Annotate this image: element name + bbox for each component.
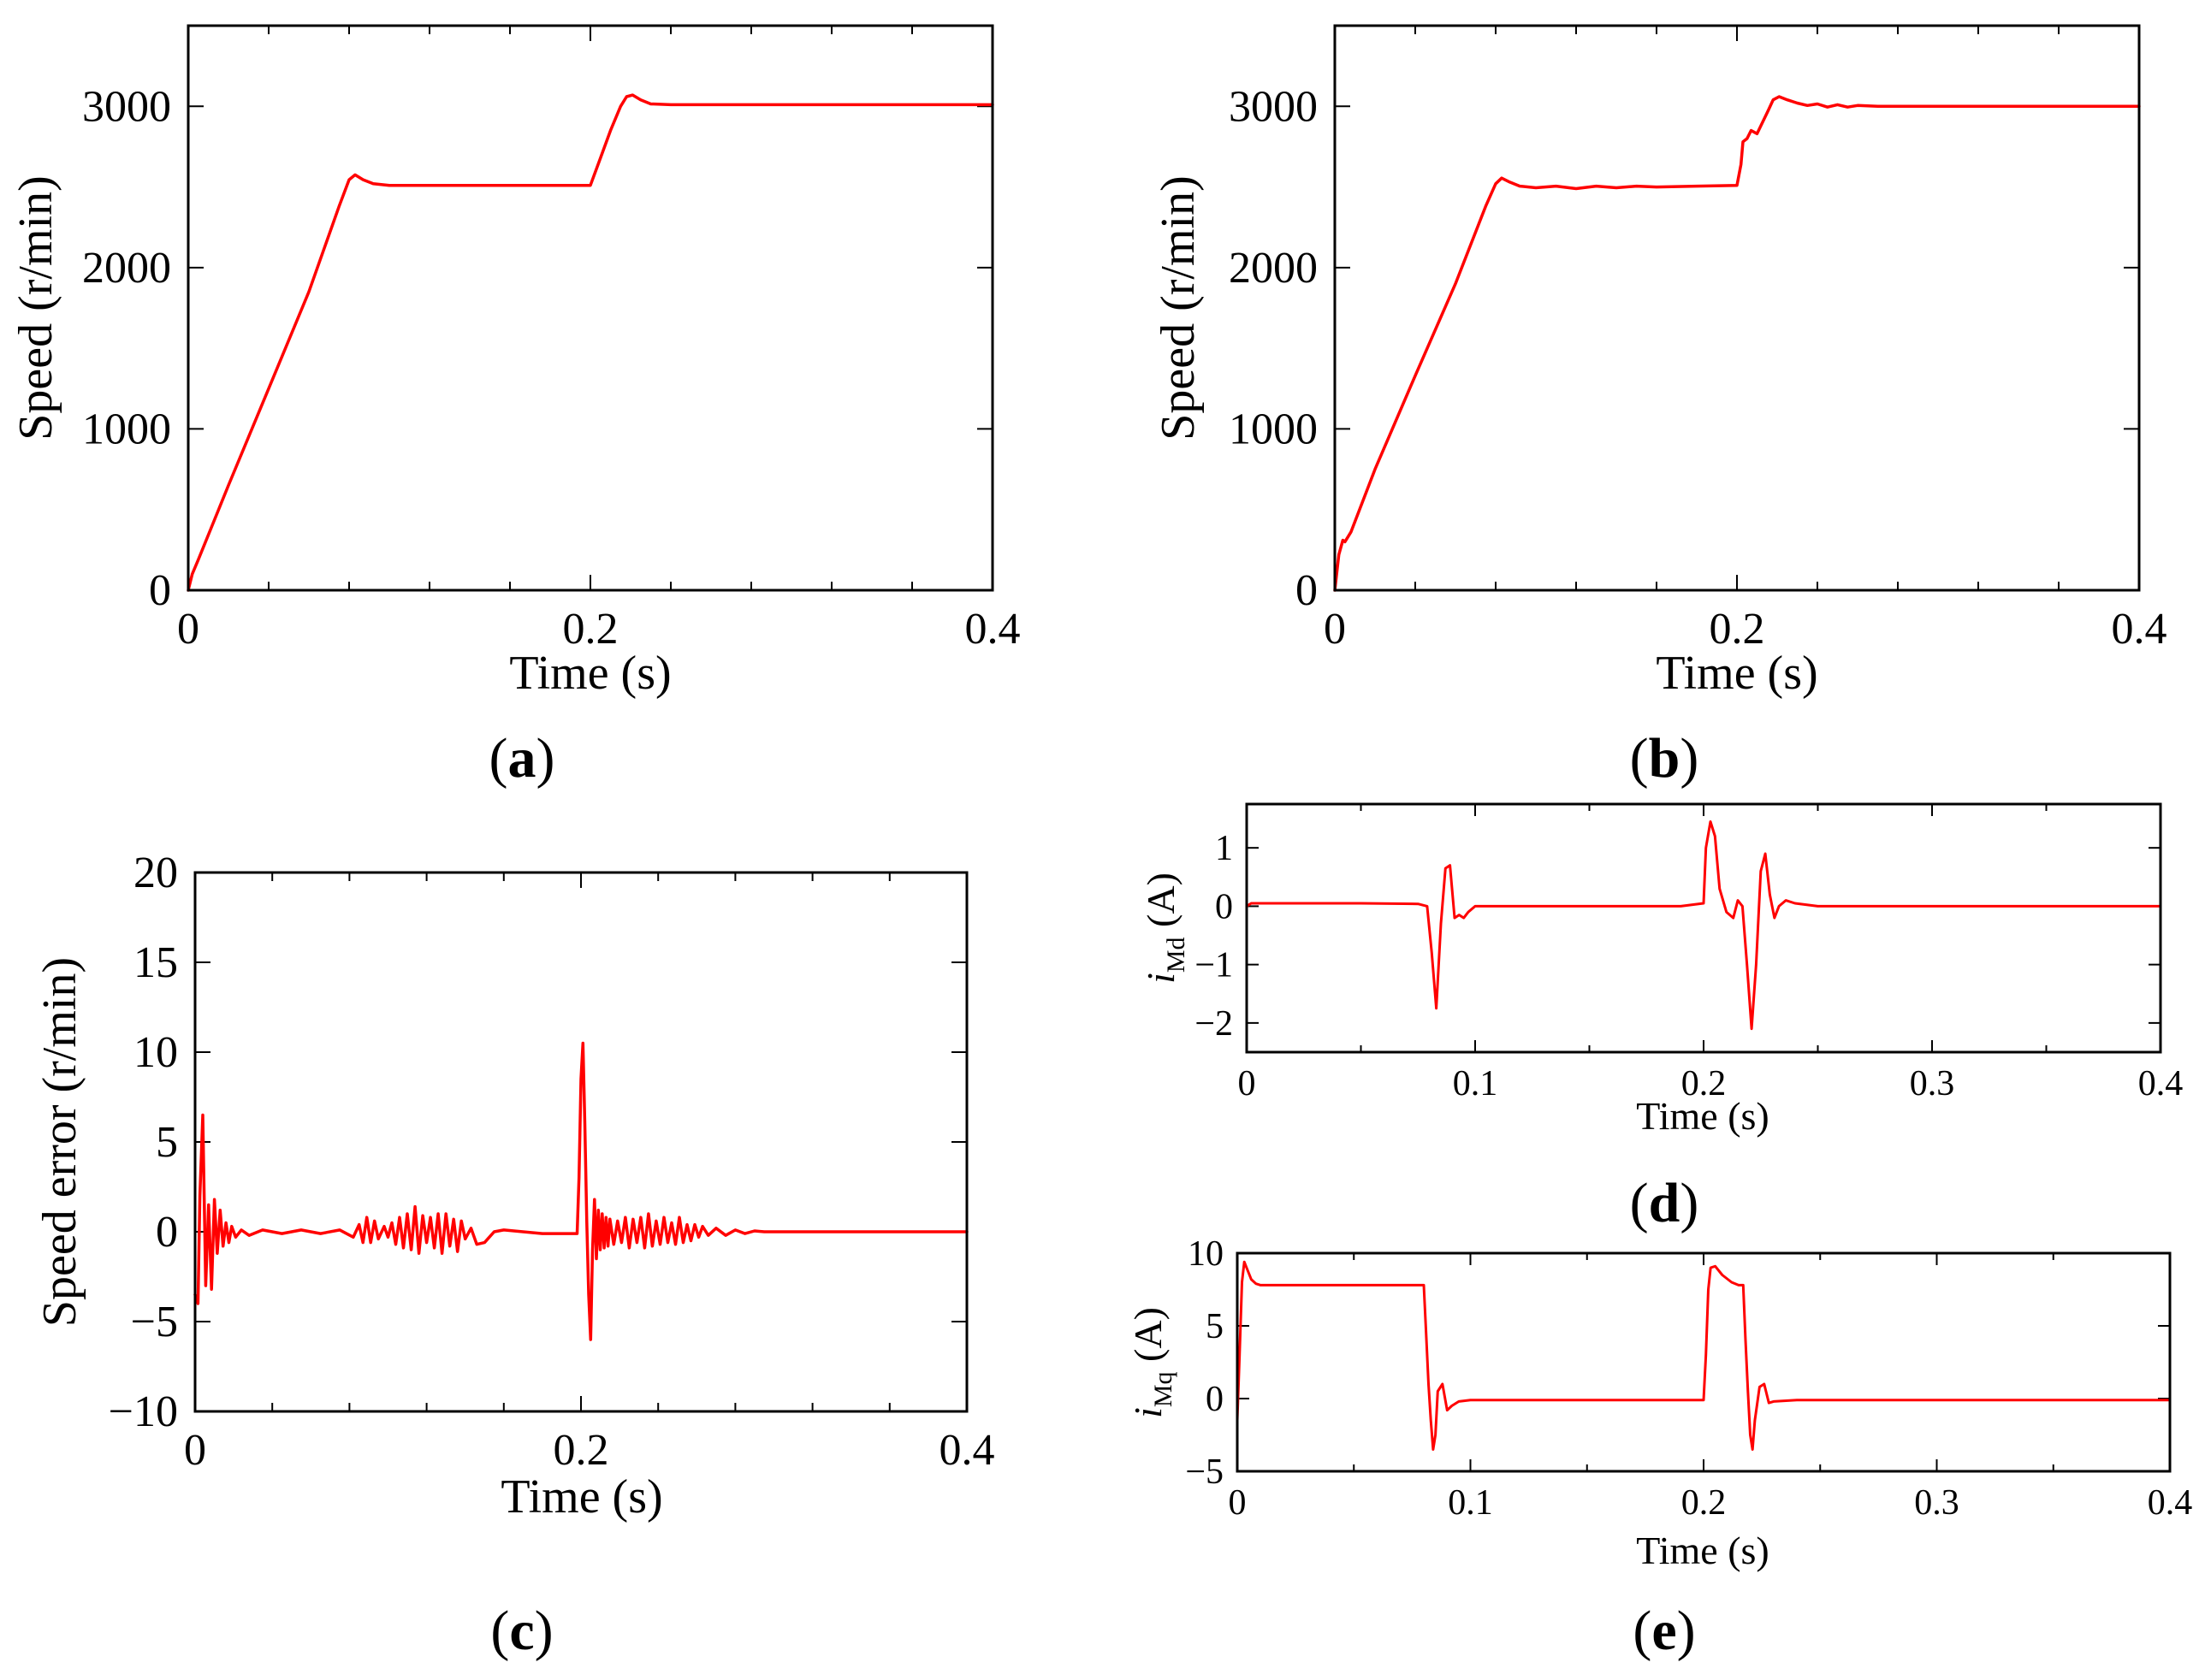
panel-a: 0 0.2 0.4 0 1000 2000 3000 Time (s) Speed (r/… (9, 24, 1021, 790)
panel-b-caption-letter: b (1649, 727, 1680, 790)
panel-e-x-tick-label: 0.1 (1448, 1483, 1493, 1523)
panel-d-x-tick-label: 0.4 (2138, 1064, 2184, 1103)
panel-c-y-tick-label: 10 (133, 1028, 178, 1077)
panel-c-frame (193, 871, 969, 1413)
panel-a-y-tick-label: 1000 (82, 405, 171, 453)
panel-b-y-tick-label: 1000 (1229, 405, 1318, 453)
panel-a-x-axis-label: Time (s) (509, 647, 671, 700)
panel-e-y-tick-label: 10 (1188, 1234, 1224, 1274)
panel-d-x-tick-label: 0 (1238, 1064, 1256, 1103)
panel-b-caption: (b) (1630, 727, 1699, 790)
panel-d-y-tick-label: 0 (1215, 887, 1233, 926)
panel-d: 0 0.1 0.2 0.3 0.4 −2 −1 0 1 Time (s) iMd (A) (d… (1139, 802, 2184, 1234)
panel-c-y-ticks: −10 −5 0 5 10 15 20 (109, 849, 967, 1436)
panel-b-series-line-0 (1333, 95, 2141, 592)
panel-e-x-tick-label: 0.3 (1914, 1483, 1959, 1523)
panel-d-y-tick-label: 1 (1215, 829, 1233, 868)
panel-c-caption: (c) (490, 1600, 553, 1662)
panel-d-y-axis-label-sub: Md (1162, 937, 1190, 973)
panel-b-y-tick-label: 0 (1295, 566, 1318, 615)
panel-d-y-axis-label-italic: i (1139, 973, 1183, 984)
panel-d-x-tick-label: 0.3 (1910, 1064, 1955, 1103)
panel-c-x-tick-label: 0 (184, 1426, 206, 1475)
panel-c-x-ticks: 0 0.2 0.4 (184, 873, 995, 1475)
panel-d-frame (1245, 802, 2162, 1054)
panel-e-x-ticks: 0 0.1 0.2 0.3 0.4 (1229, 1253, 2193, 1523)
panel-e-y-ticks: −5 0 5 10 (1185, 1234, 2170, 1492)
panel-e-x-axis-label: Time (s) (1636, 1529, 1769, 1572)
panel-b: 0 0.2 0.4 0 1000 2000 3000 Time (s) Speed (r/… (1152, 24, 2167, 790)
panel-c-y-axis-label: Speed error (r/min) (33, 957, 86, 1327)
panel-e-y-axis-label-italic: i (1126, 1407, 1170, 1418)
panel-d-x-ticks: 0 0.1 0.2 0.3 0.4 (1238, 804, 2184, 1103)
panel-b-y-tick-label: 2000 (1229, 244, 1318, 293)
panel-b-y-tick-label: 3000 (1229, 82, 1318, 131)
panel-c-caption-letter: c (509, 1600, 534, 1662)
panel-a-plot (187, 93, 994, 592)
panel-c-y-tick-label: −5 (131, 1298, 178, 1346)
panel-d-plot (1245, 820, 2162, 1031)
panel-e-plot (1236, 1260, 2172, 1451)
panel-d-series-line-0 (1245, 820, 2162, 1031)
panel-e-y-axis-label-unit: (A) (1126, 1307, 1170, 1371)
panel-b-plot (1333, 95, 2141, 592)
panel-d-x-axis-label: Time (s) (1636, 1094, 1769, 1138)
panel-c-x-tick-label: 0.4 (939, 1426, 995, 1475)
panel-e-x-tick-label: 0 (1229, 1483, 1247, 1523)
panel-d-x-tick-label: 0.1 (1453, 1064, 1498, 1103)
panel-e-series-line-0 (1236, 1260, 2172, 1451)
panel-e-y-axis-label: iMq (A) (1126, 1307, 1177, 1418)
panel-e-y-tick-label: −5 (1185, 1452, 1224, 1492)
panel-d-x-tick-label: 0.2 (1681, 1064, 1727, 1103)
panel-a-x-tick-label: 0.4 (965, 605, 1021, 654)
panel-c-series-line-0 (193, 1041, 969, 1341)
panel-c-x-tick-label: 0.2 (554, 1426, 609, 1475)
panel-a-y-ticks: 0 1000 2000 3000 (82, 82, 993, 615)
panel-e-x-tick-label: 0.2 (1681, 1483, 1727, 1523)
panel-b-x-tick-label: 0 (1324, 605, 1346, 654)
panel-b-x-tick-label: 0.4 (2112, 605, 2167, 654)
panel-a-x-tick-label: 0.2 (563, 605, 619, 654)
panel-d-caption-letter: d (1649, 1172, 1680, 1234)
panel-a-caption: (a) (489, 727, 555, 790)
panel-d-y-tick-label: −2 (1194, 1004, 1233, 1044)
panel-e-y-axis-label-sub: Mq (1149, 1371, 1177, 1407)
panel-e-x-tick-label: 0.4 (2148, 1483, 2193, 1523)
panel-d-y-axis-label: iMd (A) (1139, 873, 1190, 984)
panel-e-y-tick-label: 0 (1206, 1380, 1224, 1419)
panel-d-caption: (d) (1630, 1172, 1699, 1234)
panel-c-y-tick-label: 15 (133, 938, 178, 987)
panel-c-x-axis-label: Time (s) (501, 1470, 662, 1523)
panel-d-y-axis-label-unit: (A) (1139, 873, 1183, 937)
panel-e-y-tick-label: 5 (1206, 1307, 1224, 1346)
panel-b-x-ticks: 0 0.2 0.4 (1324, 26, 2167, 654)
panel-e-caption-letter: e (1651, 1600, 1676, 1662)
panel-d-y-tick-label: −1 (1194, 946, 1233, 985)
panel-b-y-ticks: 0 1000 2000 3000 (1229, 82, 2139, 615)
panel-a-x-ticks: 0 0.2 0.4 (177, 26, 1021, 654)
panel-b-frame (1333, 24, 2141, 592)
panel-c-y-tick-label: −10 (109, 1387, 178, 1436)
panel-c-y-tick-label: 0 (156, 1208, 178, 1257)
panel-a-y-tick-label: 2000 (82, 244, 171, 293)
panel-e-frame (1236, 1251, 2172, 1473)
panel-e-caption: (e) (1633, 1600, 1695, 1662)
panel-a-y-tick-label: 0 (149, 566, 171, 615)
panel-b-x-tick-label: 0.2 (1710, 605, 1765, 654)
panel-a-frame (187, 24, 994, 592)
panel-c-y-tick-label: 5 (156, 1118, 178, 1167)
panel-a-series-line-0 (187, 93, 994, 592)
panel-a-caption-letter: a (508, 727, 536, 790)
panel-a-y-tick-label: 3000 (82, 82, 171, 131)
panel-a-x-tick-label: 0 (177, 605, 199, 654)
panel-c: 0 0.2 0.4 −10 −5 0 5 10 15 20 Time (s) Speed err… (33, 849, 995, 1662)
panel-b-x-axis-label: Time (s) (1656, 647, 1817, 700)
panel-c-y-tick-label: 20 (133, 849, 178, 897)
panel-b-y-axis-label: Speed (r/min) (1152, 175, 1205, 440)
panel-d-y-ticks: −2 −1 0 1 (1194, 829, 2161, 1044)
panel-a-y-axis-label: Speed (r/min) (9, 175, 62, 440)
panel-c-plot (193, 1041, 969, 1341)
